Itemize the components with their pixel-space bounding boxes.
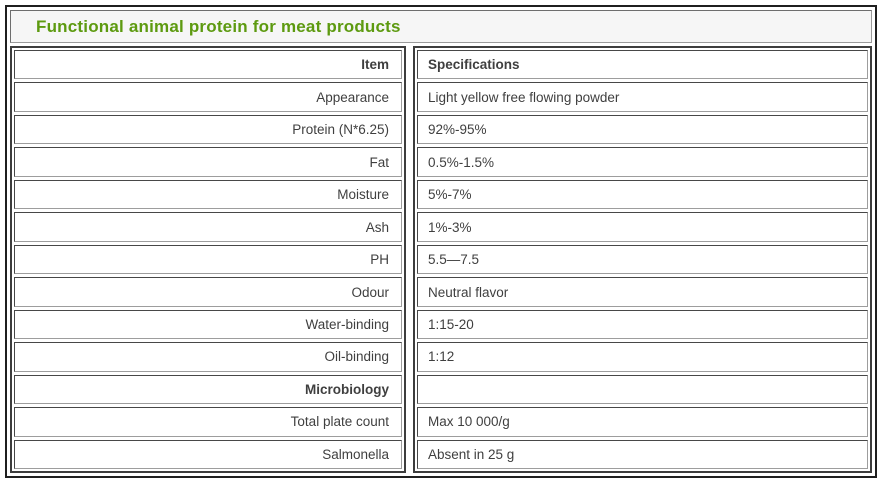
item-column-header: Item	[14, 50, 402, 80]
spec-table-body: Item Appearance Protein (N*6.25) Fat Moi…	[10, 46, 872, 473]
spec-column-table: Specifications Light yellow free flowing…	[413, 46, 872, 473]
spec-cell-protein: 92%-95%	[417, 114, 868, 145]
item-cell-protein: Protein (N*6.25)	[14, 114, 402, 145]
spec-cell-oil-binding: 1:12	[417, 342, 868, 372]
spec-cell-ash: 1%-3%	[417, 212, 868, 242]
item-cell-appearance: Appearance	[14, 82, 402, 112]
spec-cell-microbiology	[417, 374, 868, 405]
item-cell-water-binding: Water-binding	[14, 309, 402, 340]
page-title: Functional animal protein for meat produ…	[36, 16, 401, 36]
sheet-title-bar: Functional animal protein for meat produ…	[10, 10, 872, 43]
item-column-table: Item Appearance Protein (N*6.25) Fat Moi…	[10, 46, 406, 473]
spec-cell-appearance: Light yellow free flowing powder	[417, 82, 868, 112]
spec-cell-moisture: 5%-7%	[417, 179, 868, 210]
spec-column-header: Specifications	[417, 50, 868, 80]
spec-cell-ph: 5.5—7.5	[417, 244, 868, 275]
item-cell-microbiology: Microbiology	[14, 374, 402, 405]
item-cell-salmonella: Salmonella	[14, 439, 402, 470]
spec-cell-odour: Neutral flavor	[417, 277, 868, 307]
spec-cell-water-binding: 1:15-20	[417, 309, 868, 340]
item-cell-fat: Fat	[14, 147, 402, 177]
item-cell-moisture: Moisture	[14, 179, 402, 210]
spec-sheet-frame: Functional animal protein for meat produ…	[5, 5, 877, 478]
item-cell-odour: Odour	[14, 277, 402, 307]
item-cell-total-plate-count: Total plate count	[14, 407, 402, 437]
spec-cell-salmonella: Absent in 25 g	[417, 439, 868, 470]
item-cell-ash: Ash	[14, 212, 402, 242]
spec-cell-fat: 0.5%-1.5%	[417, 147, 868, 177]
item-cell-oil-binding: Oil-binding	[14, 342, 402, 372]
item-cell-ph: PH	[14, 244, 402, 275]
spec-cell-total-plate-count: Max 10 000/g	[417, 407, 868, 437]
